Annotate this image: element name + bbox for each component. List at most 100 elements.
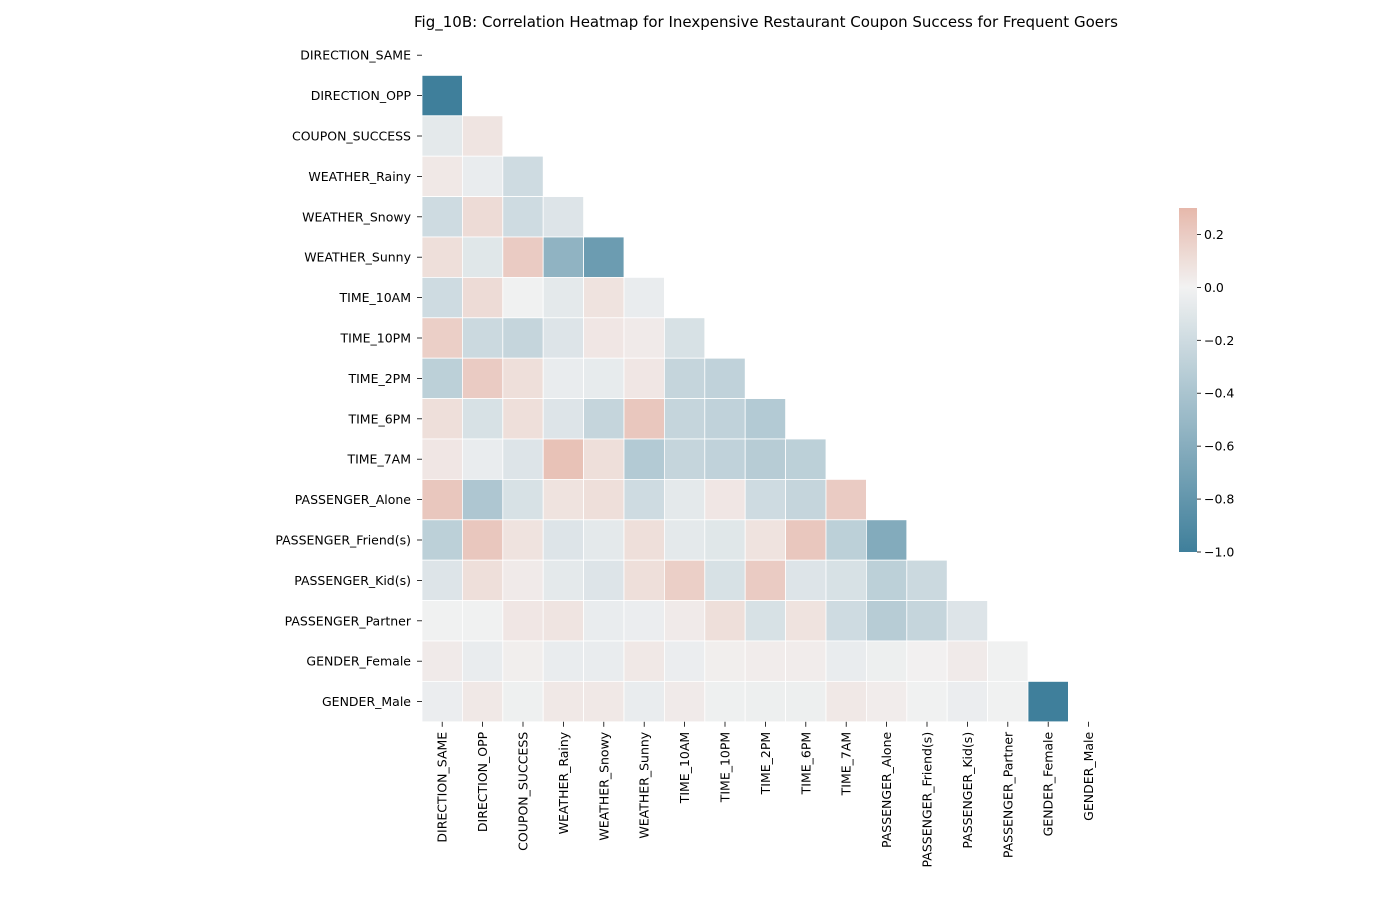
heatmap-cell — [623, 600, 665, 642]
heatmap-cell — [583, 478, 625, 521]
heatmap-cell — [623, 438, 665, 480]
heatmap-cell — [623, 398, 665, 440]
heatmap-cell — [421, 155, 463, 197]
chart-title: Fig_10B: Correlation Heatmap for Inexpen… — [414, 13, 1118, 32]
heatmap-cell — [502, 681, 544, 723]
heatmap-cell — [461, 276, 504, 319]
heatmap-cell — [542, 398, 585, 440]
heatmap-cell — [744, 398, 787, 440]
heatmap-cell — [825, 600, 867, 642]
y-tick-label: PASSENGER_Kid(s) — [294, 573, 411, 588]
heatmap-cell — [866, 600, 908, 642]
y-tick-label: WEATHER_Rainy — [308, 169, 411, 184]
heatmap-cell — [987, 681, 1029, 723]
heatmap-cell — [502, 640, 544, 682]
heatmap-cell — [583, 317, 625, 359]
heatmap-cell — [664, 681, 706, 723]
heatmap-cell — [421, 236, 463, 278]
heatmap-cell — [421, 317, 463, 359]
heatmap-cell — [461, 236, 504, 278]
heatmap-cell — [987, 640, 1029, 682]
colorbar-tick-label: −0.8 — [1204, 492, 1234, 507]
heatmap-cell — [502, 398, 544, 440]
heatmap-cell — [744, 478, 787, 521]
x-tick-label: DIRECTION_OPP — [475, 731, 490, 832]
heatmap-cell — [906, 600, 948, 642]
heatmap-cell — [542, 317, 585, 359]
heatmap-cell — [421, 519, 463, 561]
y-tick-label: DIRECTION_OPP — [311, 88, 412, 103]
y-tick-label: PASSENGER_Alone — [295, 492, 412, 507]
heatmap-cell — [461, 640, 504, 682]
heatmap-cell — [502, 478, 544, 521]
heatmap-cell — [421, 75, 463, 117]
heatmap-cell — [461, 438, 504, 480]
heatmap-cell — [785, 519, 827, 561]
heatmap-cell — [461, 196, 504, 238]
heatmap-cell — [542, 519, 585, 561]
y-tick-label: GENDER_Female — [306, 654, 411, 669]
heatmap-cell — [502, 519, 544, 561]
heatmap-cell — [744, 559, 787, 602]
x-tick-label: WEATHER_Snowy — [596, 731, 611, 840]
heatmap-cell — [542, 478, 585, 521]
x-tick-label: GENDER_Female — [1041, 731, 1056, 836]
heatmap-cell — [583, 681, 625, 723]
heatmap-cell — [785, 640, 827, 682]
heatmap-cell — [421, 398, 463, 440]
heatmap-cell — [664, 519, 706, 561]
heatmap-cell — [664, 357, 706, 400]
heatmap-cell — [825, 681, 867, 723]
heatmap-cell — [704, 398, 746, 440]
heatmap-cell — [704, 681, 746, 723]
heatmap-cell — [866, 559, 908, 602]
heatmap-cell — [825, 559, 867, 602]
y-tick-label: PASSENGER_Partner — [285, 613, 412, 628]
y-tick-label: TIME_6PM — [347, 411, 411, 426]
heatmap-cell — [785, 559, 827, 602]
heatmap-cell — [623, 478, 665, 521]
colorbar-tick-label: −0.2 — [1204, 333, 1234, 348]
heatmap-cell — [502, 276, 544, 319]
heatmap-cell — [664, 398, 706, 440]
heatmap-cell — [421, 438, 463, 480]
heatmap-cell — [421, 276, 463, 319]
heatmap-cell — [461, 317, 504, 359]
heatmap-cell — [502, 438, 544, 480]
y-axis-labels: DIRECTION_SAME DIRECTION_OPP COUPON_SUCCES… — [275, 48, 422, 709]
heatmap-cell — [866, 519, 908, 561]
heatmap-cell — [583, 276, 625, 319]
heatmap-cell — [461, 398, 504, 440]
heatmap-cell — [542, 438, 585, 480]
x-tick-label: GENDER_Male — [1081, 732, 1096, 821]
heatmap-cell — [461, 519, 504, 561]
heatmap-cell — [664, 438, 706, 480]
heatmap-cell — [421, 478, 463, 521]
heatmap-cell — [502, 600, 544, 642]
heatmap-cell — [704, 357, 746, 400]
heatmap-cell — [583, 236, 625, 278]
heatmap-cell — [744, 519, 787, 561]
heatmap-cell — [542, 357, 585, 400]
heatmap-cell — [542, 681, 585, 723]
colorbar-tick-label: 0.0 — [1204, 280, 1224, 295]
heatmap-cell — [542, 276, 585, 319]
heatmap-cell — [542, 640, 585, 682]
heatmap-cell — [785, 681, 827, 723]
x-tick-label: TIME_2PM — [758, 732, 773, 796]
x-tick-label: WEATHER_Rainy — [556, 731, 571, 834]
heatmap-cell — [906, 640, 948, 682]
heatmap-cell — [461, 559, 504, 602]
heatmap-cell — [583, 357, 625, 400]
heatmap-cell — [825, 519, 867, 561]
heatmap-cell — [906, 681, 948, 723]
x-tick-label: TIME_10AM — [677, 732, 692, 805]
y-tick-label: WEATHER_Sunny — [304, 250, 411, 265]
heatmap-cell — [421, 640, 463, 682]
heatmap-cell — [946, 681, 989, 723]
heatmap-cell — [583, 559, 625, 602]
y-tick-label: DIRECTION_SAME — [300, 48, 411, 63]
y-tick-label: TIME_2PM — [347, 371, 411, 386]
heatmap-cell — [461, 681, 504, 723]
heatmap-cell — [1027, 681, 1069, 723]
